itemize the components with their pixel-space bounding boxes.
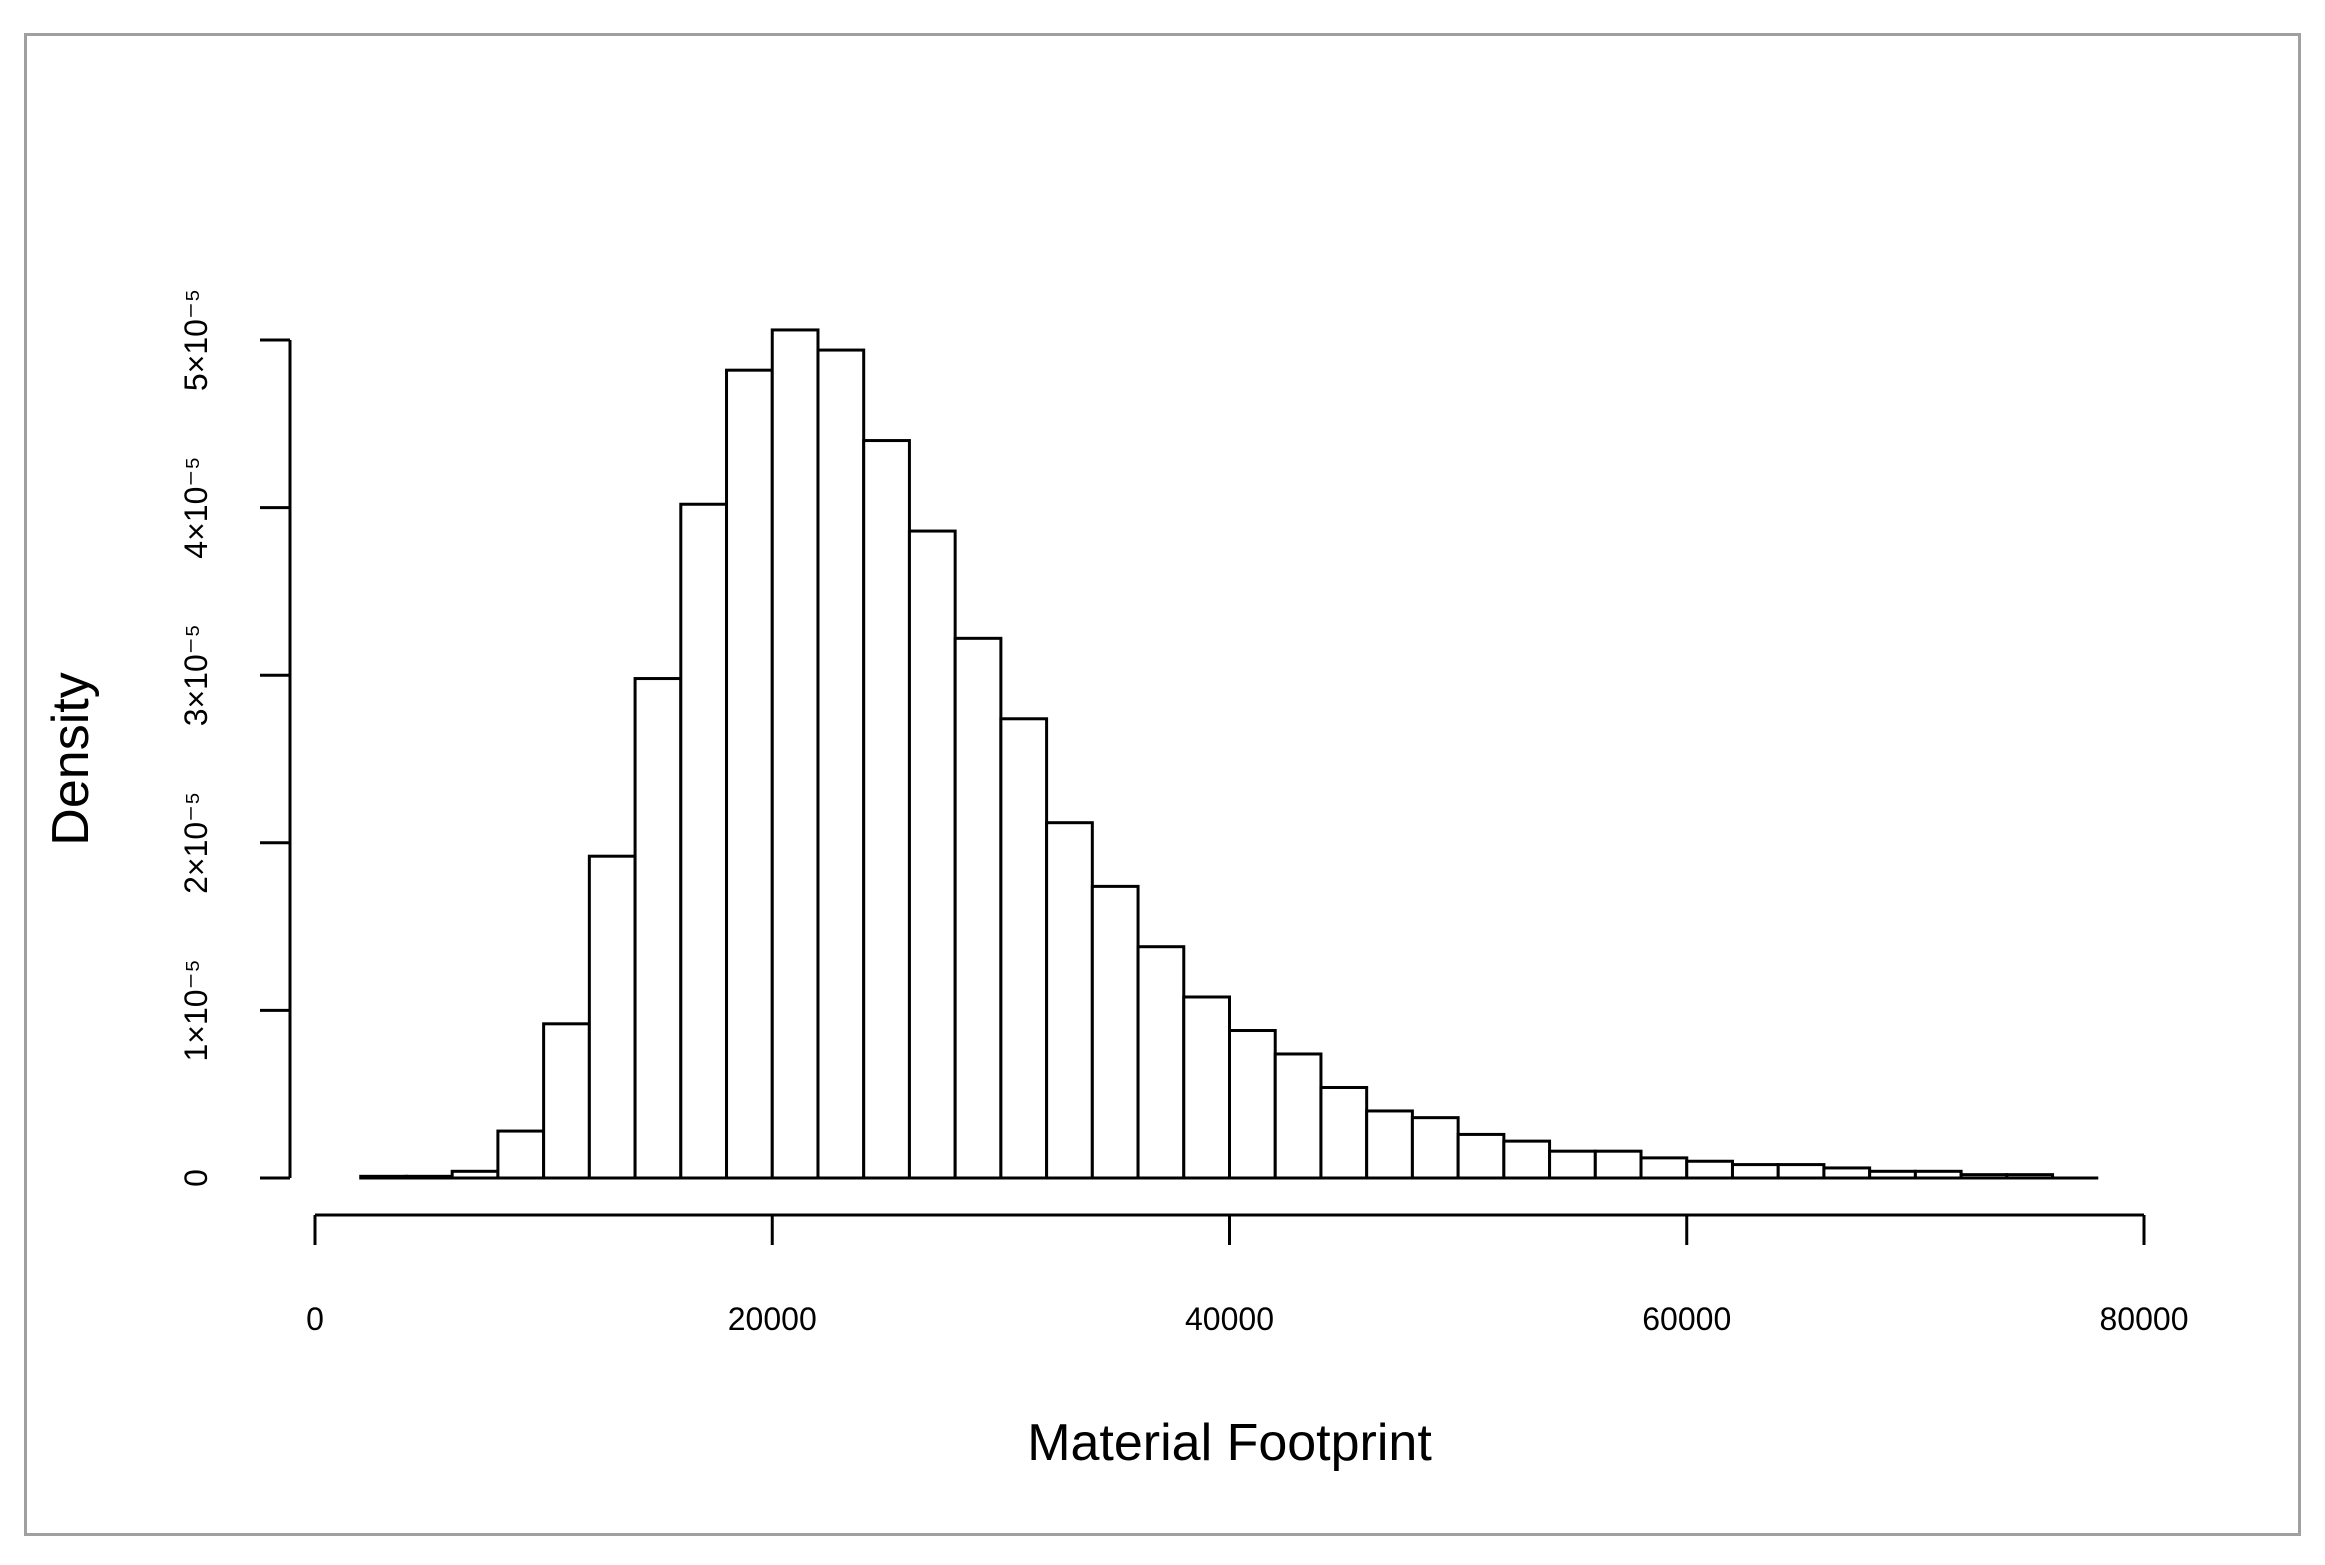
histogram-bar	[1730, 1163, 1780, 1180]
histogram-bar	[1365, 1109, 1414, 1180]
histogram-bar	[1822, 1166, 1872, 1180]
histogram-bar	[1776, 1163, 1826, 1180]
y-tick-label: 0	[178, 1169, 214, 1187]
y-axis: 0 1×10⁻⁵ 2×10⁻⁵ 3×10⁻⁵ 4×10⁻⁵ 5×10⁻⁵	[178, 289, 292, 1187]
histogram-bar	[1319, 1086, 1369, 1180]
y-tick-label: 4×10⁻⁵	[178, 456, 214, 558]
x-axis: 0 20000 40000 60000 80000	[306, 1213, 2188, 1337]
histogram-bar	[1593, 1149, 1643, 1180]
histogram-bar	[496, 1129, 546, 1180]
chart-frame	[24, 33, 2301, 1536]
x-tick-label: 20000	[728, 1301, 817, 1337]
x-tick-label: 60000	[1642, 1301, 1731, 1337]
y-tick-label: 3×10⁻⁵	[178, 624, 214, 726]
histogram-bar	[1456, 1132, 1506, 1180]
y-ticks-layer: 0 1×10⁻⁵ 2×10⁻⁵ 3×10⁻⁵ 4×10⁻⁵ 5×10⁻⁵	[178, 289, 290, 1187]
x-tick-label: 80000	[2100, 1301, 2189, 1337]
histogram-bar	[1182, 995, 1232, 1180]
x-tick-label: 40000	[1185, 1301, 1274, 1337]
y-axis-title: Density	[42, 672, 100, 845]
histogram-bar	[1273, 1052, 1323, 1180]
histogram-bar	[542, 1022, 591, 1180]
histogram-bar	[816, 348, 866, 1180]
y-tick-label: 5×10⁻⁵	[178, 289, 214, 391]
histogram-bar	[1136, 945, 1186, 1180]
histogram-bar	[999, 717, 1049, 1180]
x-tick-label: 0	[306, 1301, 324, 1337]
histogram-bar	[1090, 884, 1140, 1180]
histogram-bar	[862, 439, 911, 1180]
histogram-bar	[1548, 1149, 1597, 1180]
histogram-bar	[770, 328, 820, 1180]
histogram-bar	[725, 368, 774, 1180]
histogram-bar	[1410, 1116, 1460, 1180]
y-tick-label: 1×10⁻⁵	[178, 959, 214, 1061]
histogram-bar	[1502, 1139, 1552, 1180]
histogram-bar	[633, 677, 683, 1180]
histogram-bar	[953, 636, 1003, 1180]
x-axis-title: Material Footprint	[1027, 1414, 1432, 1472]
histogram-bar	[1639, 1156, 1689, 1180]
y-tick-label: 2×10⁻⁵	[178, 792, 214, 894]
histogram-bar	[1045, 821, 1094, 1180]
histogram-bar	[907, 529, 957, 1180]
histogram-bar	[1228, 1029, 1277, 1180]
x-ticks-layer: 0 20000 40000 60000 80000	[306, 1215, 2188, 1337]
histogram-bar	[1685, 1159, 1734, 1180]
histogram-bar	[679, 502, 729, 1180]
bars-layer	[359, 328, 2055, 1180]
histogram-bar	[587, 854, 637, 1180]
